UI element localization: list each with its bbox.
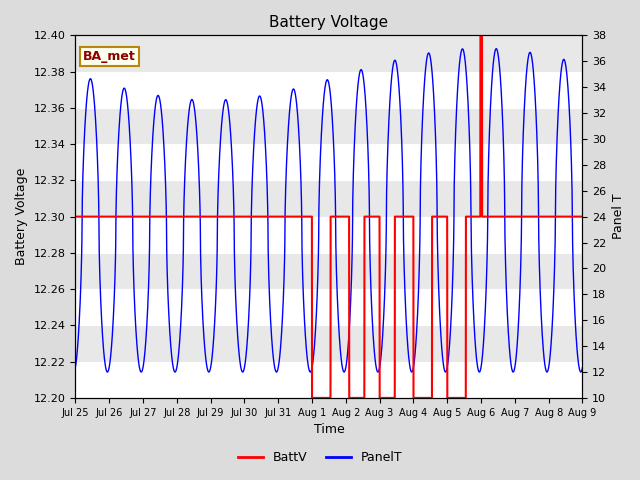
Title: Battery Voltage: Battery Voltage [269,15,388,30]
Bar [76,72,582,108]
Bar [76,36,582,72]
Bar [76,253,582,289]
Y-axis label: Battery Voltage: Battery Voltage [15,168,28,265]
Bar [76,361,582,398]
Bar [76,108,582,144]
Bar [76,144,582,180]
Bar [76,216,582,253]
Legend: BattV, PanelT: BattV, PanelT [232,446,408,469]
Bar [76,325,582,361]
Bar [76,289,582,325]
Y-axis label: Panel T: Panel T [612,194,625,240]
X-axis label: Time: Time [314,423,344,436]
Text: BA_met: BA_met [83,50,136,63]
Bar [76,180,582,216]
